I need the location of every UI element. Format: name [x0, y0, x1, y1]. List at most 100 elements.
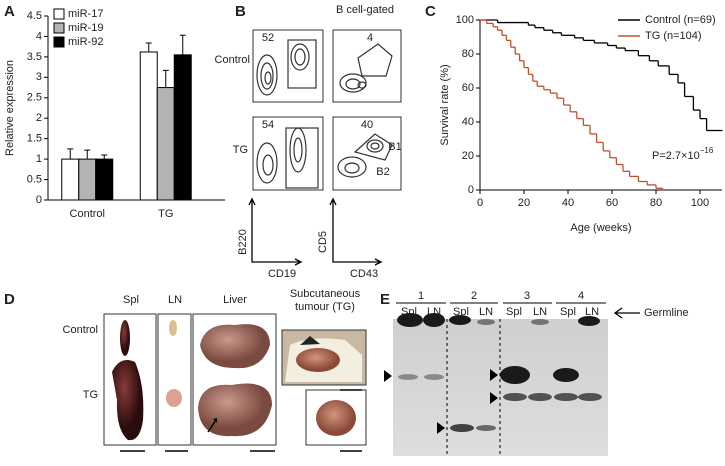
- spleen: [120, 320, 130, 356]
- y-tick-label: 4: [36, 30, 42, 42]
- arrowhead: [384, 369, 498, 434]
- lane-number: 4: [578, 290, 584, 302]
- axis-arrow: [248, 197, 383, 266]
- bar: [78, 158, 97, 201]
- row-label: TG: [83, 389, 98, 401]
- legend-label: miR-19: [68, 22, 103, 34]
- legend-label: TG (n=104): [645, 30, 702, 42]
- tissue-label: Spl: [401, 306, 417, 318]
- annotation-exponent: −16: [700, 146, 714, 155]
- bar: [156, 87, 175, 201]
- x-tick-label: 20: [518, 197, 530, 209]
- legend-label: miR-92: [68, 36, 103, 48]
- tissue-label: LN: [427, 306, 441, 318]
- row-label: Control: [63, 324, 98, 336]
- y-tick-label: 2.5: [27, 92, 42, 104]
- gate-title: B cell-gated: [336, 4, 394, 16]
- y-tick-label: 40: [462, 116, 474, 128]
- y-axis-title: Survival rate (%): [439, 64, 451, 145]
- tissue-label: Spl: [453, 306, 469, 318]
- row-label: Control: [215, 54, 250, 66]
- bar: [173, 54, 192, 201]
- flow-plot: [332, 116, 402, 191]
- percent: 54: [262, 119, 274, 131]
- photo-frame: [157, 313, 192, 446]
- percent: 40: [361, 119, 373, 131]
- population-label: B2: [376, 166, 389, 178]
- tumour-title-box: Subcutaneous tumour (TG): [289, 288, 361, 313]
- x-tick-label: 0: [477, 197, 483, 209]
- y-tick-label: 80: [462, 48, 474, 60]
- panel-label: A: [4, 3, 15, 20]
- flow-plot: [252, 116, 324, 191]
- percent: 52: [262, 32, 274, 44]
- tissue-label: LN: [168, 294, 182, 306]
- y-tick-label: 0: [468, 184, 474, 196]
- panel-label: E: [380, 291, 390, 308]
- lane-divider: [446, 319, 501, 456]
- x-tick-label: Control: [70, 208, 105, 220]
- y-tick-label: 0: [36, 194, 42, 206]
- bands: [397, 313, 602, 432]
- flow-panel: [248, 29, 402, 266]
- legend-label: Control (n=69): [645, 14, 716, 26]
- arrowhead: [300, 336, 320, 345]
- panel-label: D: [4, 291, 15, 308]
- lane-number: 2: [471, 290, 477, 302]
- liver: [198, 383, 272, 437]
- y-tick-label: 20: [462, 150, 474, 162]
- x-tick-label: TG: [158, 208, 173, 220]
- southern-blot: [384, 302, 640, 456]
- annotation: P=2.7×10−16: [652, 146, 714, 162]
- panel-label: B: [235, 3, 246, 20]
- lymph-node: [169, 320, 177, 336]
- y-tick-label: 3: [36, 71, 42, 83]
- lane-number: 1: [418, 290, 424, 302]
- bar: [95, 158, 114, 201]
- tissue-label: LN: [533, 306, 547, 318]
- population-label: B1: [388, 141, 401, 153]
- bar: [139, 51, 158, 201]
- germline-label: Germline: [644, 307, 689, 319]
- x-tick-label: 40: [562, 197, 574, 209]
- tumour: [296, 348, 340, 372]
- bar: [61, 158, 80, 201]
- row-label: TG: [233, 144, 248, 156]
- tissue-photos: [103, 313, 367, 452]
- legend-swatch: [53, 8, 65, 20]
- axis-label: CD19: [268, 268, 296, 280]
- axis-label: B220: [237, 229, 249, 255]
- y-tick-label: 0.5: [27, 173, 42, 185]
- x-tick-label: 60: [606, 197, 618, 209]
- y-axis-title: Relative expression: [4, 60, 16, 156]
- y-tick-label: 60: [462, 82, 474, 94]
- panel-label: C: [425, 3, 436, 20]
- lane-number: 3: [524, 290, 530, 302]
- legend-label: miR-17: [68, 8, 103, 20]
- y-tick-label: 1.5: [27, 133, 42, 145]
- x-tick-label: 80: [650, 197, 662, 209]
- y-tick-label: 3.5: [27, 51, 42, 63]
- y-tick-label: 1: [36, 153, 42, 165]
- legend-swatch: [53, 22, 65, 34]
- tumour-title: Subcutaneous tumour (TG): [289, 288, 361, 313]
- tissue-label: Spl: [560, 306, 576, 318]
- tissue-label: Spl: [123, 294, 139, 306]
- y-tick-label: 2: [36, 112, 42, 124]
- lymph-node: [166, 389, 182, 407]
- tissue-label: LN: [479, 306, 493, 318]
- arrow: [207, 419, 217, 433]
- flow-plot: [332, 29, 402, 103]
- arrow: [213, 418, 217, 423]
- scale-bar: [120, 389, 362, 452]
- tissue-label: Spl: [506, 306, 522, 318]
- tumour: [316, 400, 356, 436]
- axis-label: CD5: [317, 231, 329, 253]
- axis-label: CD43: [350, 268, 378, 280]
- liver: [200, 324, 270, 369]
- y-tick-label: 4.5: [27, 10, 42, 22]
- arrow: [613, 307, 640, 319]
- flow-plot: [252, 29, 324, 103]
- x-axis-title: Age (weeks): [570, 222, 631, 234]
